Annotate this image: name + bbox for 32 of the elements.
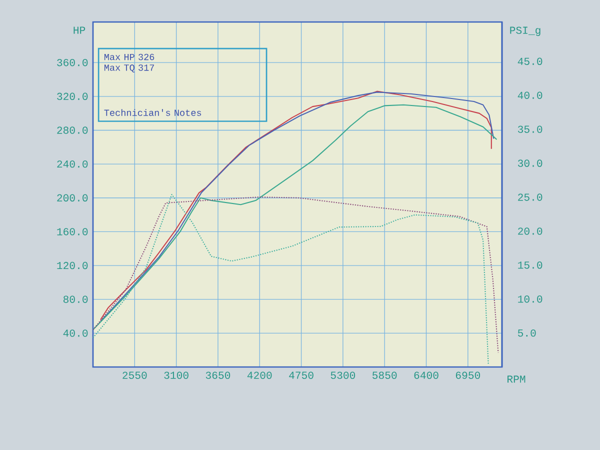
y2-tick-label: 25.0 (518, 194, 542, 201)
y-tick-label: 360.0 (57, 58, 88, 66)
y-tick-label: 80.0 (63, 296, 88, 303)
y-tick-label: 160.0 (57, 228, 88, 236)
x-tick-label: 6950 (456, 372, 480, 379)
y-tick-label: 280.0 (57, 126, 88, 134)
y2-tick-label: 20.0 (518, 228, 542, 235)
annotation: Max TQ 317 (104, 64, 154, 72)
annotation: Max HP 326 (104, 54, 154, 60)
y2-tick-label: 15.0 (518, 262, 542, 269)
x-tick-label: 6400 (414, 372, 438, 379)
x-tick-label: 5300 (330, 372, 356, 379)
y-tick-label: 120.0 (57, 262, 88, 270)
y2-tick-label: 40.0 (518, 92, 542, 99)
y-tick-label: 240.0 (57, 160, 88, 168)
y2-tick-label: 30.0 (518, 160, 542, 167)
y2-axis-title: PSI_g (510, 26, 540, 36)
x-tick-label: 4200 (247, 372, 272, 379)
y-tick-label: 40.0 (63, 330, 88, 337)
x-tick-label: 2550 (122, 372, 147, 379)
y2-tick-label: 5.0 (518, 329, 536, 337)
x-tick-label: 3100 (164, 372, 188, 379)
x-axis-title: RPM (508, 376, 526, 383)
x-tick-label: 4750 (289, 372, 314, 379)
x-tick-label: 5850 (372, 372, 397, 379)
y2-tick-label: 45.0 (518, 58, 542, 65)
y2-tick-label: 35.0 (518, 126, 542, 133)
y2-tick-label: 10.0 (518, 295, 542, 303)
y-tick-label: 200.0 (57, 194, 88, 202)
x-tick-label: 3650 (206, 372, 230, 379)
y-axis-title: HP (74, 26, 86, 34)
y-tick-label: 320.0 (57, 92, 88, 100)
